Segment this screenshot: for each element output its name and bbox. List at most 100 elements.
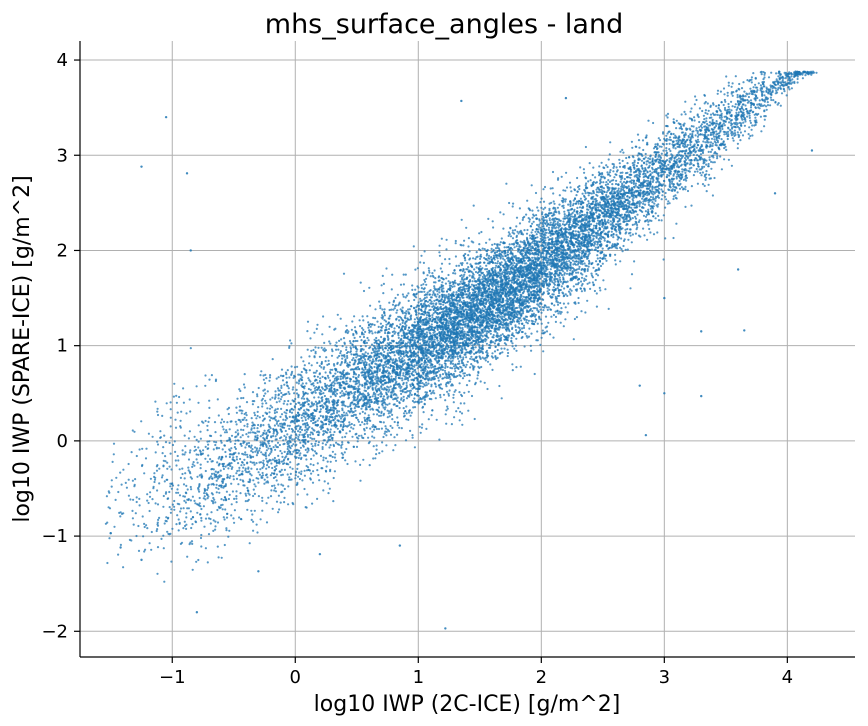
scatter-point: [210, 460, 213, 463]
scatter-point: [204, 457, 207, 460]
scatter-point: [308, 369, 311, 372]
scatter-point: [282, 402, 285, 405]
scatter-point: [335, 379, 338, 382]
scatter-point: [405, 381, 408, 384]
scatter-point: [355, 399, 358, 402]
scatter-point: [195, 458, 198, 461]
scatter-point: [354, 339, 357, 343]
scatter-point: [130, 451, 133, 454]
scatter-point: [407, 292, 410, 295]
scatter-point: [231, 490, 234, 493]
scatter-point: [189, 485, 192, 489]
scatter-point: [186, 498, 189, 501]
scatter-point: [450, 346, 453, 349]
scatter-point: [339, 363, 342, 367]
scatter-point: [278, 462, 281, 465]
scatter-point: [385, 360, 388, 363]
scatter-point: [350, 422, 353, 426]
scatter-point: [399, 283, 403, 286]
scatter-point: [445, 422, 448, 425]
scatter-point: [124, 481, 127, 484]
scatter-point: [468, 258, 471, 261]
scatter-point: [343, 342, 346, 345]
scatter-point: [292, 443, 295, 446]
scatter-point: [249, 431, 252, 434]
scatter-point: [337, 348, 340, 351]
scatter-point: [403, 391, 407, 394]
scatter-point: [455, 410, 458, 413]
scatter-point: [333, 364, 336, 367]
scatter-point: [212, 448, 215, 451]
scatter-point: [198, 502, 201, 505]
scatter-point: [251, 513, 254, 516]
scatter-point: [168, 465, 171, 468]
scatter-point: [447, 293, 450, 296]
scatter-point: [385, 320, 388, 323]
scatter-point: [245, 414, 248, 417]
scatter-point: [261, 405, 264, 408]
scatter-point: [145, 447, 148, 450]
scatter-point: [308, 362, 311, 365]
scatter-point: [247, 431, 250, 434]
scatter-point: [446, 390, 449, 393]
scatter-point: [373, 355, 376, 358]
scatter-point: [379, 391, 383, 394]
scatter-point: [420, 287, 423, 290]
scatter-point: [179, 507, 183, 510]
scatter-point: [190, 477, 193, 480]
scatter-point: [452, 396, 455, 399]
scatter-point: [239, 436, 242, 439]
scatter-point: [380, 335, 383, 339]
scatter-point: [376, 368, 379, 372]
scatter-point: [226, 439, 229, 442]
scatter-point: [216, 477, 219, 480]
scatter-point: [385, 393, 389, 396]
scatter-point: [294, 456, 297, 460]
scatter-point: [273, 397, 277, 400]
scatter-point: [224, 450, 227, 454]
scatter-point: [253, 509, 256, 512]
scatter-point: [309, 388, 312, 391]
scatter-point: [463, 391, 466, 394]
scatter-point: [368, 399, 371, 402]
scatter-point: [245, 494, 248, 497]
scatter-point: [440, 364, 443, 367]
scatter-point: [319, 393, 322, 396]
scatter-point: [246, 486, 249, 490]
scatter-point: [347, 330, 350, 333]
scatter-point: [405, 333, 409, 336]
scatter-point: [285, 462, 288, 466]
scatter-point: [314, 352, 317, 355]
scatter-point: [334, 344, 337, 347]
scatter-point: [224, 455, 228, 458]
scatter-point: [308, 399, 311, 402]
scatter-point: [437, 316, 440, 319]
scatter-point: [330, 354, 334, 357]
scatter-point: [408, 342, 412, 345]
scatter-point: [156, 521, 159, 524]
scatter-point: [269, 452, 272, 455]
scatter-point: [363, 353, 366, 356]
scatter-point: [299, 425, 302, 428]
scatter-point: [122, 566, 125, 569]
scatter-point: [396, 421, 400, 424]
scatter-point: [298, 428, 301, 431]
scatter-point: [396, 404, 399, 408]
scatter-point: [302, 415, 306, 418]
scatter-point: [367, 324, 371, 327]
scatter-point: [235, 495, 238, 498]
scatter-point: [416, 400, 419, 404]
scatter-point: [166, 530, 169, 533]
scatter-point: [314, 371, 317, 374]
scatter-point: [277, 424, 280, 427]
scatter-point: [322, 348, 325, 351]
scatter-point: [357, 402, 360, 405]
scatter-point: [344, 359, 347, 362]
scatter-point: [365, 363, 368, 366]
scatter-point: [320, 390, 323, 393]
scatter-point: [204, 469, 207, 473]
scatter-point: [233, 509, 236, 512]
scatter-point: [188, 451, 191, 454]
scatter-point: [122, 512, 125, 515]
scatter-point: [411, 383, 414, 386]
